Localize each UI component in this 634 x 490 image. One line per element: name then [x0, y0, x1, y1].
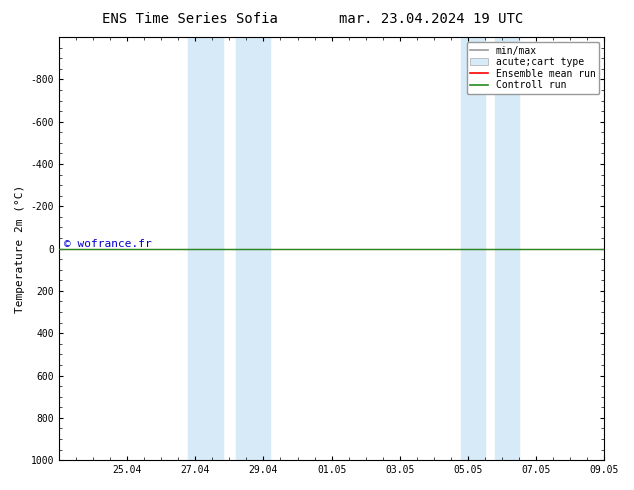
Text: mar. 23.04.2024 19 UTC: mar. 23.04.2024 19 UTC	[339, 12, 523, 26]
Bar	[236, 37, 270, 460]
Y-axis label: Temperature 2m (°C): Temperature 2m (°C)	[15, 184, 25, 313]
Bar	[461, 37, 485, 460]
Bar	[188, 37, 223, 460]
Text: © wofrance.fr: © wofrance.fr	[65, 239, 152, 248]
Legend: min/max, acute;cart type, Ensemble mean run, Controll run: min/max, acute;cart type, Ensemble mean …	[467, 42, 600, 94]
Text: ENS Time Series Sofia: ENS Time Series Sofia	[102, 12, 278, 26]
Bar	[495, 37, 519, 460]
